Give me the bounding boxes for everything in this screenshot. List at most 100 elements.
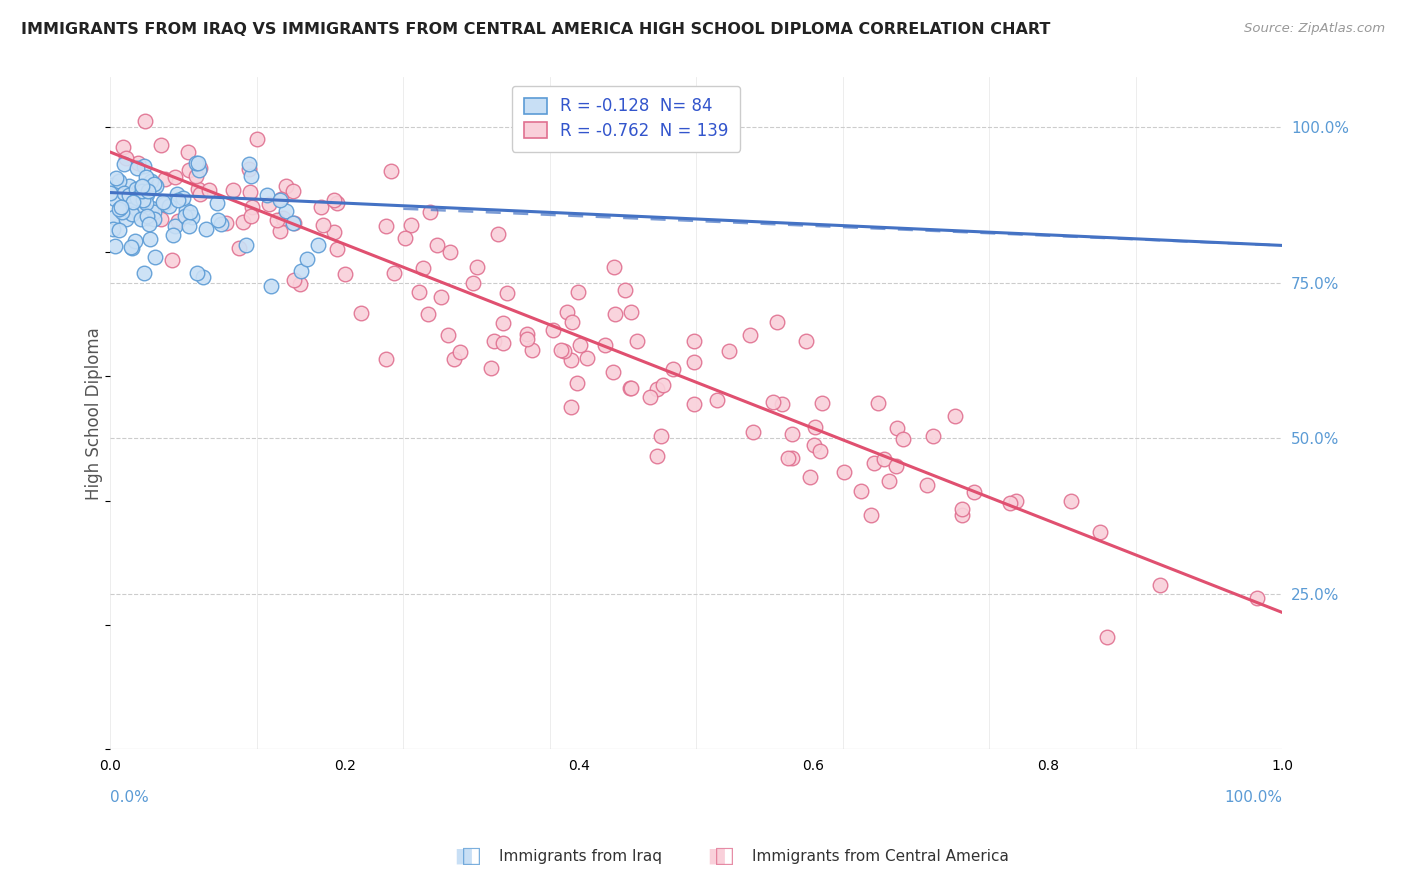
Point xyxy=(246,132,269,146)
Text: 0.0%: 0.0% xyxy=(110,789,149,805)
Point xyxy=(645,449,668,463)
Point xyxy=(1088,524,1111,539)
Point xyxy=(207,212,229,227)
Point xyxy=(112,186,135,200)
Point xyxy=(782,451,804,466)
Point xyxy=(187,182,209,196)
Point xyxy=(799,470,821,484)
Point xyxy=(172,191,194,205)
Point xyxy=(173,209,195,223)
Point xyxy=(132,193,155,207)
Point xyxy=(136,184,159,198)
Point xyxy=(803,438,825,452)
Point xyxy=(114,151,136,165)
Point xyxy=(436,328,458,343)
Point xyxy=(873,452,896,467)
Point xyxy=(118,188,141,202)
Point xyxy=(333,267,356,281)
Point xyxy=(188,186,211,201)
Point xyxy=(877,475,900,489)
Point xyxy=(308,237,330,252)
Point xyxy=(683,355,706,369)
Point xyxy=(778,451,800,466)
Point xyxy=(461,276,484,290)
Point xyxy=(281,184,304,198)
Point xyxy=(122,195,145,210)
Text: IMMIGRANTS FROM IRAQ VS IMMIGRANTS FROM CENTRAL AMERICA HIGH SCHOOL DIPLOMA CORR: IMMIGRANTS FROM IRAQ VS IMMIGRANTS FROM … xyxy=(21,22,1050,37)
Point xyxy=(662,361,685,376)
Point xyxy=(104,239,127,253)
Point xyxy=(283,216,305,230)
Text: Source: ZipAtlas.com: Source: ZipAtlas.com xyxy=(1244,22,1385,36)
Point xyxy=(270,192,292,206)
Point xyxy=(770,397,793,411)
Point xyxy=(605,307,627,321)
Point xyxy=(111,139,134,153)
Point xyxy=(884,459,907,474)
Point xyxy=(186,266,208,280)
Point xyxy=(602,365,624,379)
Point xyxy=(104,193,127,207)
Point xyxy=(165,219,187,234)
Point xyxy=(221,183,243,197)
Point xyxy=(125,161,148,175)
Point xyxy=(167,214,190,228)
Point xyxy=(322,225,344,239)
Point xyxy=(550,343,572,358)
Point xyxy=(613,283,636,297)
Point xyxy=(153,172,176,186)
Point xyxy=(492,335,515,350)
Point xyxy=(120,240,142,254)
Point xyxy=(998,496,1021,510)
Point xyxy=(139,232,162,246)
Point xyxy=(215,216,238,230)
Point xyxy=(619,381,641,395)
Point xyxy=(380,164,402,178)
Point xyxy=(209,217,232,231)
Point xyxy=(100,178,122,193)
Point xyxy=(142,205,165,219)
Point xyxy=(259,197,281,211)
Point xyxy=(179,162,201,177)
Point xyxy=(650,429,672,443)
Point xyxy=(963,485,986,500)
Point xyxy=(107,173,129,187)
Point xyxy=(153,197,176,211)
Point xyxy=(136,187,159,202)
Point xyxy=(132,266,155,280)
Point xyxy=(239,186,262,200)
Point xyxy=(235,238,257,252)
Point xyxy=(166,193,188,207)
Point xyxy=(553,343,575,358)
Point xyxy=(541,323,564,337)
Point xyxy=(482,334,505,348)
Point xyxy=(915,477,938,491)
Point xyxy=(1246,591,1268,606)
Point xyxy=(138,217,160,231)
Point xyxy=(288,277,311,292)
Point xyxy=(486,227,509,242)
Point xyxy=(479,360,502,375)
Legend: R = -0.128  N= 84, R = -0.762  N = 139: R = -0.128 N= 84, R = -0.762 N = 139 xyxy=(512,86,740,152)
Point xyxy=(131,178,153,193)
Point xyxy=(576,351,599,366)
Point xyxy=(439,244,461,259)
Point xyxy=(323,193,346,207)
Point xyxy=(495,285,517,300)
Point xyxy=(103,210,125,224)
Point xyxy=(412,260,434,275)
Point xyxy=(157,199,180,213)
Point xyxy=(240,209,263,223)
Point xyxy=(124,234,146,248)
Point xyxy=(108,202,131,217)
Point xyxy=(811,396,834,410)
Point xyxy=(184,155,207,169)
Point xyxy=(794,334,817,348)
Point xyxy=(104,171,127,186)
Point xyxy=(430,290,453,304)
Point xyxy=(943,409,966,424)
Point xyxy=(860,508,883,523)
Point xyxy=(98,186,121,200)
Point xyxy=(131,180,153,194)
Point xyxy=(117,179,139,194)
